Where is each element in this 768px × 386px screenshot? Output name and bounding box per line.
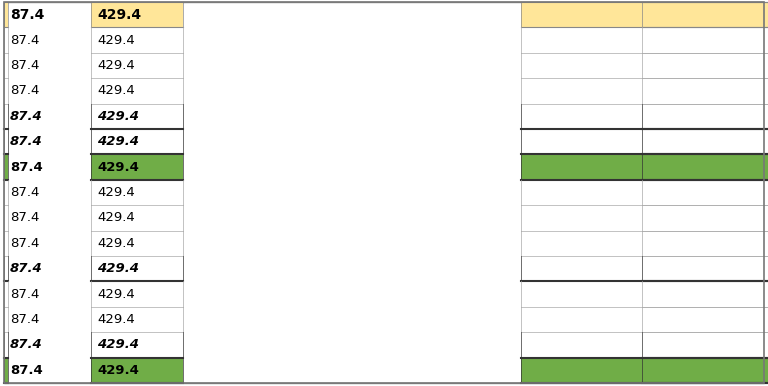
Bar [642,230,768,256]
Text: 87.4: 87.4 [10,186,39,199]
Text: 429.4: 429.4 [98,59,135,72]
Text: 87.4: 87.4 [10,161,43,174]
Text: 87.4: 87.4 [10,212,39,224]
Bar [521,230,768,256]
Bar [91,332,183,357]
Bar [4,27,8,53]
Bar [4,154,8,180]
Bar [642,357,768,383]
Bar [642,103,768,129]
Bar [91,230,183,256]
Bar [521,281,768,307]
Bar [521,154,768,180]
Text: 87.4: 87.4 [10,59,39,72]
Bar [4,357,8,383]
Bar [4,2,8,27]
Bar [91,256,183,281]
Bar [4,180,8,205]
Text: 87.4: 87.4 [10,237,39,250]
Text: 429.4: 429.4 [98,237,135,250]
Bar [642,154,768,180]
Bar [642,307,768,332]
Bar [4,307,8,332]
Bar [91,180,183,205]
Text: 429.4: 429.4 [98,212,135,224]
Bar [91,27,183,53]
Text: 87.4: 87.4 [10,313,39,326]
Bar [4,129,8,154]
Bar [91,307,183,332]
Bar [521,129,768,154]
Text: 87.4: 87.4 [10,8,45,22]
Bar [4,53,8,78]
Bar [4,332,8,357]
Text: 87.4: 87.4 [10,288,39,301]
Bar [521,78,768,103]
Text: 429.4: 429.4 [98,8,141,22]
Bar [642,180,768,205]
Bar [4,205,8,230]
Text: 87.4: 87.4 [10,85,39,97]
Bar [91,2,183,27]
Text: 87.4: 87.4 [10,110,43,123]
Text: 429.4: 429.4 [98,262,140,275]
Bar [521,180,768,205]
Bar [91,357,183,383]
Text: 429.4: 429.4 [98,186,135,199]
Bar [4,281,8,307]
Bar [521,2,768,27]
Text: 87.4: 87.4 [10,339,43,351]
Bar [642,78,768,103]
Bar [521,205,768,230]
Bar [642,256,768,281]
Text: 87.4: 87.4 [10,34,39,47]
Bar [642,2,768,27]
Text: 87.4: 87.4 [10,135,43,148]
Bar [4,103,8,129]
Text: 429.4: 429.4 [98,135,140,148]
Bar [642,27,768,53]
Bar [4,230,8,256]
Bar [642,332,768,357]
Text: 429.4: 429.4 [98,110,140,123]
Bar [91,154,183,180]
Bar [642,205,768,230]
Text: 429.4: 429.4 [98,313,135,326]
Text: 429.4: 429.4 [98,288,135,301]
Text: 429.4: 429.4 [98,161,139,174]
Bar [521,256,768,281]
Text: 87.4: 87.4 [10,364,43,377]
Bar [521,53,768,78]
Bar [521,332,768,357]
Text: 429.4: 429.4 [98,364,139,377]
Bar [91,103,183,129]
Bar [91,53,183,78]
Text: 429.4: 429.4 [98,339,140,351]
Bar [521,307,768,332]
Bar [91,281,183,307]
Bar [91,205,183,230]
Bar [642,129,768,154]
Bar [521,357,768,383]
Text: 87.4: 87.4 [10,262,43,275]
Bar [521,27,768,53]
Text: 429.4: 429.4 [98,85,135,97]
Bar [4,78,8,103]
Bar [521,103,768,129]
Bar [642,281,768,307]
Text: 429.4: 429.4 [98,34,135,47]
Bar [4,256,8,281]
Bar [91,129,183,154]
Bar [91,78,183,103]
Bar [642,53,768,78]
